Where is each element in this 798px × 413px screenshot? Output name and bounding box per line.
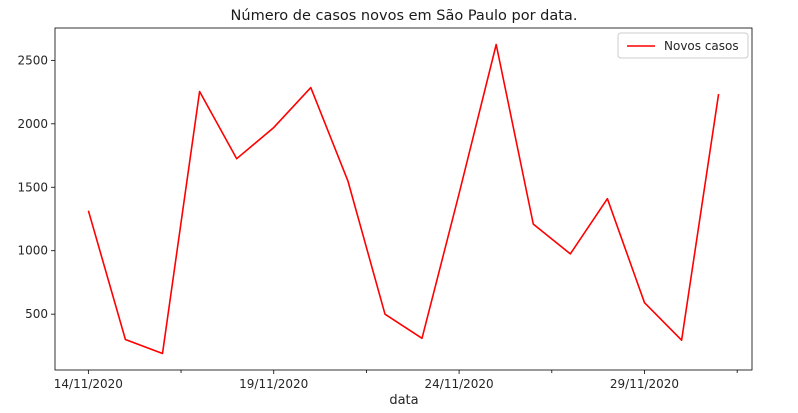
- x-tick-label: 19/11/2020: [239, 377, 308, 391]
- y-tick-label: 1500: [17, 180, 48, 194]
- legend-label: Novos casos: [664, 39, 739, 53]
- y-tick-label: 1000: [17, 244, 48, 258]
- y-axis: 500 1000 1500 2000 2500: [17, 53, 55, 321]
- x-tick-label: 24/11/2020: [425, 377, 494, 391]
- legend: Novos casos: [617, 32, 749, 59]
- legend-box: [617, 32, 749, 59]
- series-line: [87, 43, 720, 355]
- x-tick-label: 29/11/2020: [610, 377, 679, 391]
- x-axis: 14/11/2020 19/11/2020 24/11/2020 29/11/2020: [54, 370, 738, 391]
- series-lines: [87, 43, 720, 355]
- y-tick-label: 500: [25, 307, 48, 321]
- plot-frame: [54, 27, 753, 371]
- y-tick-label: 2500: [17, 53, 48, 67]
- y-tick-label: 2000: [17, 117, 48, 131]
- chart-title: Número de casos novos em São Paulo por d…: [231, 8, 578, 24]
- x-axis-title: data: [389, 393, 418, 408]
- x-tick-label: 14/11/2020: [54, 377, 123, 391]
